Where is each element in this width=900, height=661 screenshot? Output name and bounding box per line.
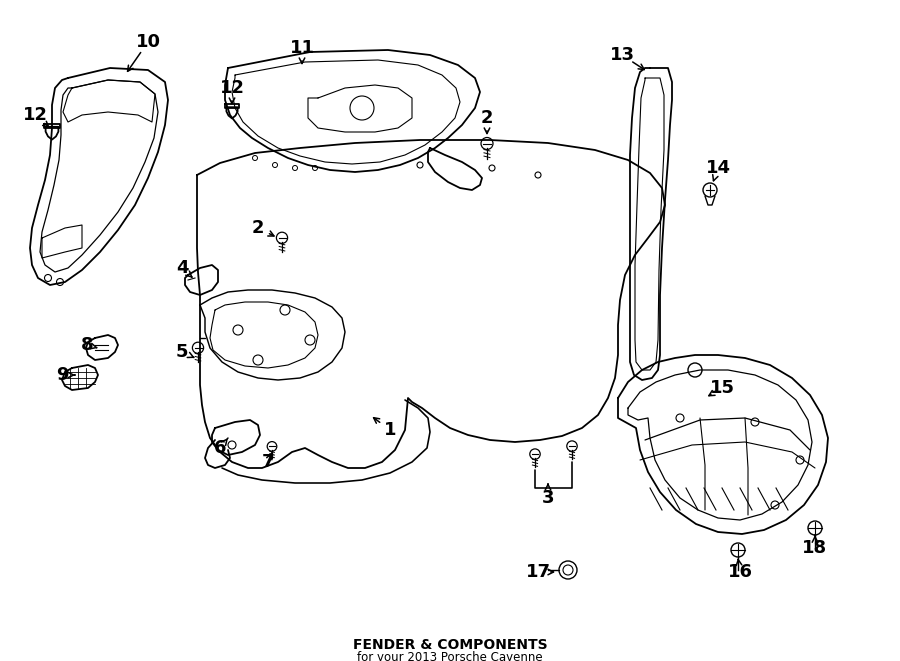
Text: 7: 7: [262, 453, 274, 471]
Text: 5: 5: [176, 343, 188, 361]
Text: 12: 12: [220, 79, 245, 97]
Text: 18: 18: [803, 539, 828, 557]
Text: 2: 2: [481, 109, 493, 127]
Text: 10: 10: [136, 33, 160, 51]
Text: 2: 2: [252, 219, 265, 237]
Text: 6: 6: [214, 439, 226, 457]
Text: FENDER & COMPONENTS: FENDER & COMPONENTS: [353, 638, 547, 652]
Text: 15: 15: [709, 379, 734, 397]
Text: 11: 11: [290, 39, 314, 57]
Text: 13: 13: [609, 46, 634, 64]
Text: 14: 14: [706, 159, 731, 177]
Text: 9: 9: [56, 366, 68, 384]
Text: 1: 1: [383, 421, 396, 439]
Text: 4: 4: [176, 259, 188, 277]
Text: 8: 8: [81, 336, 94, 354]
Text: 17: 17: [526, 563, 551, 581]
Text: 12: 12: [22, 106, 48, 124]
Text: 3: 3: [542, 489, 554, 507]
Text: for your 2013 Porsche Cayenne: for your 2013 Porsche Cayenne: [357, 650, 543, 661]
Text: 16: 16: [727, 563, 752, 581]
